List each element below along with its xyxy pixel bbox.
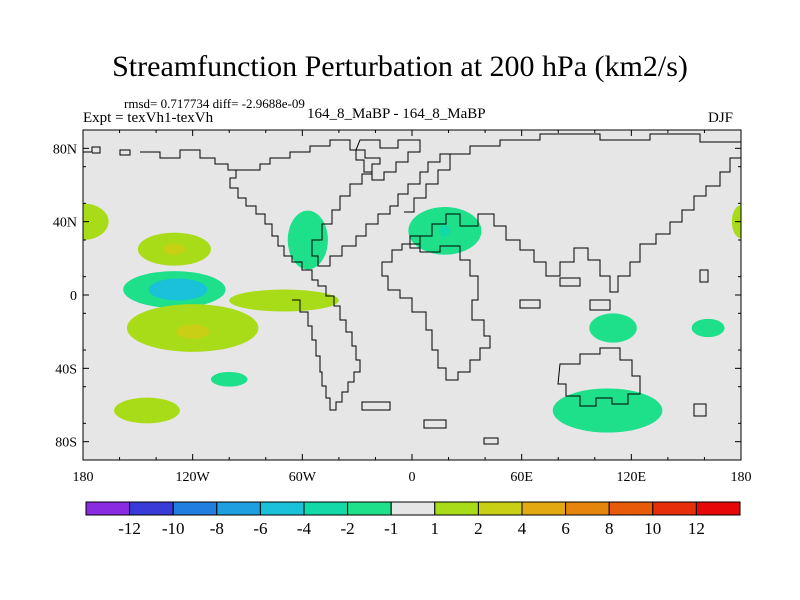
colorbar-label-9: 4 [518,519,527,538]
anomaly-region-9 [287,210,328,270]
colorbar-label-8: 2 [474,519,483,538]
anomaly-region-16 [691,318,725,338]
x-tick-label-4: 60E [510,470,533,485]
season-label: DJF [708,110,734,126]
coastline-islands [361,269,709,445]
colorbar-label-10: 6 [561,519,570,538]
x-tick-label-5: 120E [617,470,647,485]
stats-line: rmsd= 0.717734 diff= -2.9688e-09 [124,96,305,111]
colorbar-box-0 [85,501,131,516]
colorbar-label-0: -12 [118,519,141,538]
colorbar-box-10 [521,501,567,516]
anomaly-region-15 [589,313,637,343]
coastline-americas [83,146,361,411]
x-tick-label-0: 180 [73,470,94,485]
y-tick-label-4: 80S [55,436,77,451]
colorbar-label-4: -4 [297,519,312,538]
colorbar-box-7 [390,501,436,516]
colorbar-box-6 [347,501,392,516]
coastline-australia [557,347,641,407]
anomaly-region-3 [163,243,186,255]
coastline-north-america [236,139,450,267]
colorbar-label-1: -10 [162,519,185,538]
anomaly-region-5 [148,278,208,301]
y-tick-label-2: 0 [70,289,77,304]
x-tick-label-3: 0 [409,470,416,485]
colorbar-box-9 [477,501,523,516]
coastline-africa [381,243,491,381]
experiment-label: Expt = texVh1-texVh [83,110,214,126]
colorbar-box-8 [434,501,479,516]
colorbar-label-3: -6 [253,519,267,538]
y-tick-label-1: 40N [53,216,77,231]
anomaly-region-13 [114,397,180,424]
colorbar-box-13 [652,501,697,516]
coastline-eurasia [404,133,741,293]
colorbar-label-2: -8 [210,519,224,538]
colorbar-box-4 [259,501,305,516]
anomaly-region-7 [229,289,339,312]
colorbar-label-13: 12 [688,519,705,538]
colorbar-label-6: -1 [384,519,398,538]
center-label: 164_8_MaBP - 164_8_MaBP [307,106,486,122]
colorbar-label-5: -2 [341,519,355,538]
colorbar-box-5 [303,501,349,516]
colorbar-label-12: 10 [644,519,661,538]
y-tick-label-3: 40S [55,362,77,377]
colorbar-box-1 [129,501,174,516]
anomaly-region-8 [176,324,210,339]
anomaly-region-11 [439,225,451,237]
coastline-greenland [355,139,421,181]
colorbar-box-14 [695,501,741,516]
colorbar-label-7: 1 [431,519,440,538]
colorbar-box-2 [172,501,218,516]
chart-title: Streamfunction Perturbation at 200 hPa (… [112,50,688,83]
anomaly-layer [83,203,741,433]
colorbar-box-11 [565,501,610,516]
colorbar-box-12 [608,501,654,516]
anomaly-region-14 [552,388,663,433]
x-tick-label-6: 180 [731,470,752,485]
x-tick-label-2: 60W [289,470,317,485]
y-tick-label-0: 80N [53,142,77,157]
colorbar-label-11: 8 [605,519,614,538]
coastline-layer [83,133,741,445]
colorbar-box-3 [216,501,261,516]
anomaly-region-12 [210,372,248,387]
anomaly-region-0 [83,203,109,240]
x-tick-label-1: 120W [176,470,211,485]
